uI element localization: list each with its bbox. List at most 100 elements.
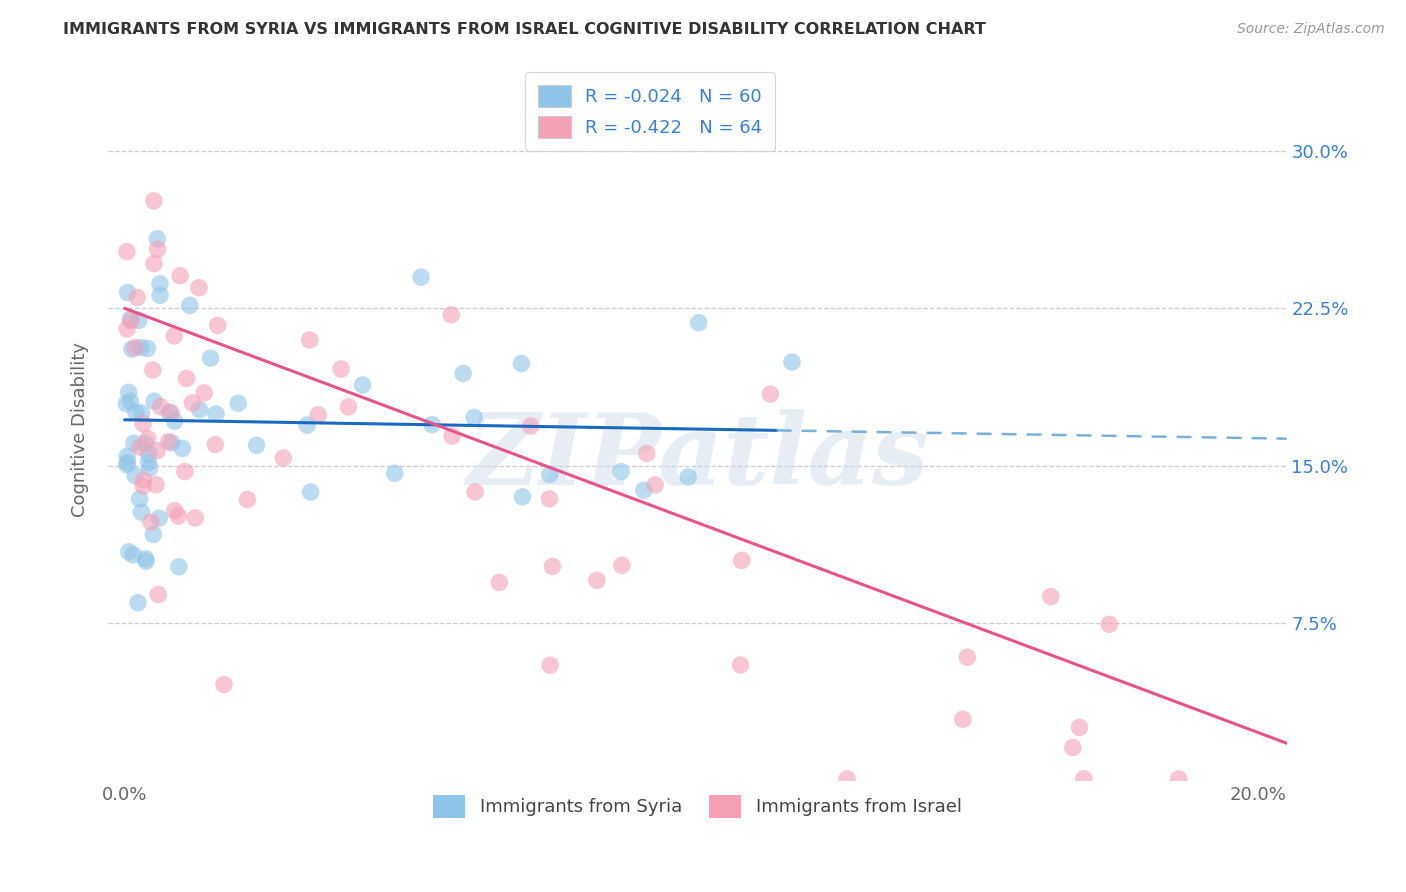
Point	[212, 677, 235, 691]
Point	[138, 455, 160, 469]
Point	[163, 414, 186, 428]
Point	[148, 511, 170, 525]
Point	[510, 357, 533, 371]
Point	[188, 402, 211, 417]
Point	[115, 322, 138, 336]
Point	[200, 351, 222, 365]
Point	[299, 485, 322, 500]
Point	[134, 436, 156, 450]
Point	[142, 194, 165, 208]
Point	[538, 491, 561, 506]
Point	[488, 575, 510, 590]
Point	[115, 458, 138, 472]
Point	[131, 406, 153, 420]
Point	[163, 329, 186, 343]
Point	[463, 410, 485, 425]
Point	[538, 467, 561, 482]
Point	[384, 467, 406, 481]
Point	[132, 479, 155, 493]
Point	[1069, 720, 1091, 734]
Point	[135, 554, 157, 568]
Point	[295, 417, 318, 432]
Point	[149, 288, 172, 302]
Point	[512, 490, 534, 504]
Point	[157, 434, 180, 449]
Point	[337, 400, 360, 414]
Point	[146, 588, 169, 602]
Point	[174, 465, 197, 479]
Point	[160, 406, 183, 420]
Point	[610, 558, 633, 573]
Text: Source: ZipAtlas.com: Source: ZipAtlas.com	[1237, 22, 1385, 37]
Point	[245, 438, 267, 452]
Text: IMMIGRANTS FROM SYRIA VS IMMIGRANTS FROM ISRAEL COGNITIVE DISABILITY CORRELATION: IMMIGRANTS FROM SYRIA VS IMMIGRANTS FROM…	[63, 22, 986, 37]
Point	[676, 470, 699, 484]
Point	[163, 503, 186, 517]
Point	[160, 435, 183, 450]
Point	[120, 312, 142, 326]
Point	[132, 417, 155, 431]
Point	[236, 492, 259, 507]
Point	[146, 443, 169, 458]
Point	[172, 442, 194, 456]
Point	[146, 232, 169, 246]
Point	[1098, 617, 1121, 632]
Point	[149, 277, 172, 291]
Point	[204, 437, 226, 451]
Point	[128, 313, 150, 327]
Point	[184, 511, 207, 525]
Point	[464, 484, 486, 499]
Point	[759, 387, 782, 401]
Point	[271, 451, 294, 466]
Point	[188, 281, 211, 295]
Point	[157, 405, 180, 419]
Point	[441, 429, 464, 443]
Point	[149, 400, 172, 414]
Point	[352, 378, 374, 392]
Point	[129, 341, 152, 355]
Point	[181, 396, 204, 410]
Point	[193, 385, 215, 400]
Point	[541, 559, 564, 574]
Point	[538, 658, 561, 673]
Point	[145, 477, 167, 491]
Point	[440, 308, 463, 322]
Point	[176, 371, 198, 385]
Point	[586, 573, 609, 587]
Point	[138, 447, 160, 461]
Point	[120, 313, 142, 327]
Point	[226, 396, 249, 410]
Point	[956, 650, 979, 665]
Point	[409, 270, 432, 285]
Point	[1039, 590, 1062, 604]
Point	[169, 268, 191, 283]
Point	[207, 318, 229, 333]
Point	[127, 290, 149, 304]
Point	[330, 362, 353, 376]
Point	[1073, 772, 1095, 786]
Point	[117, 285, 139, 300]
Point	[120, 394, 142, 409]
Point	[835, 772, 858, 786]
Point	[122, 548, 145, 562]
Point	[146, 243, 169, 257]
Point	[121, 342, 143, 356]
Point	[179, 298, 201, 312]
Point	[118, 385, 141, 400]
Point	[780, 355, 803, 369]
Point	[610, 465, 633, 479]
Point	[688, 316, 710, 330]
Point	[952, 712, 974, 726]
Point	[117, 456, 139, 470]
Point	[127, 596, 149, 610]
Point	[205, 407, 228, 421]
Point	[115, 450, 138, 464]
Point	[167, 509, 190, 524]
Point	[142, 363, 165, 377]
Point	[143, 394, 166, 409]
Point	[1167, 772, 1189, 786]
Point	[124, 468, 146, 483]
Point	[122, 436, 145, 450]
Point	[124, 341, 146, 355]
Point	[125, 405, 148, 419]
